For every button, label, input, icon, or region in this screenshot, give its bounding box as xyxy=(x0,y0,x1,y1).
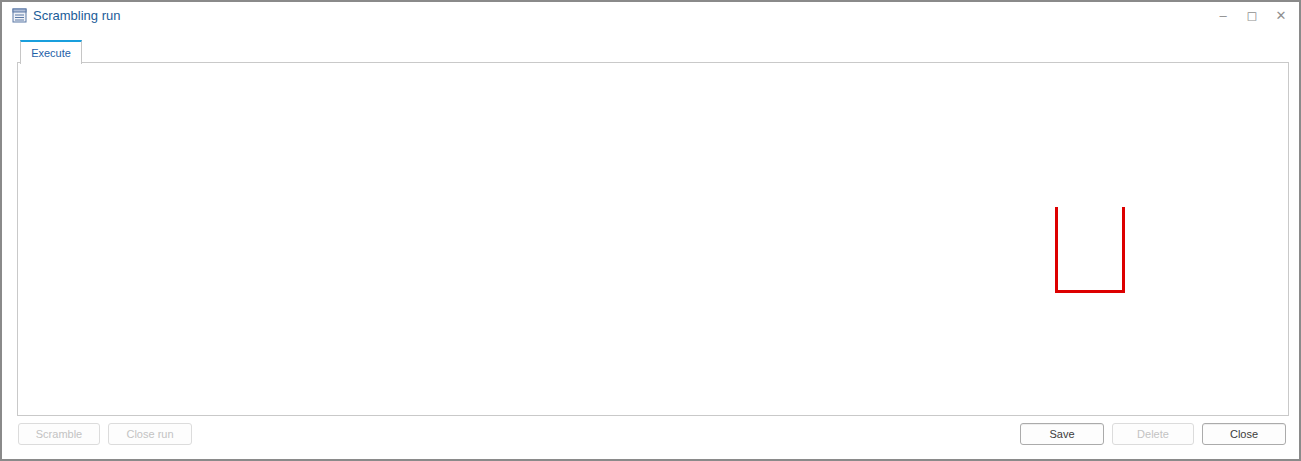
scrambling-run-window: Scrambling run – ◻ ✕ Execute Activities … xyxy=(0,0,1301,461)
close-button[interactable]: Close xyxy=(1202,423,1286,445)
save-button-label: Save xyxy=(1049,428,1074,440)
window-controls: – ◻ ✕ xyxy=(1215,7,1289,23)
tab-page-panel xyxy=(17,62,1289,416)
window-icon xyxy=(12,8,27,23)
save-button[interactable]: Save xyxy=(1020,423,1104,445)
close-run-button: Close run xyxy=(108,423,192,445)
close-icon[interactable]: ✕ xyxy=(1273,7,1289,23)
delete-button-label: Delete xyxy=(1137,428,1169,440)
maximize-icon[interactable]: ◻ xyxy=(1244,7,1260,23)
scramble-button-label: Scramble xyxy=(36,428,82,440)
minimize-icon[interactable]: – xyxy=(1215,7,1231,23)
scramble-button: Scramble xyxy=(18,423,100,445)
tab-execute-label: Execute xyxy=(31,47,71,59)
page-title: Scrambling run xyxy=(33,8,120,23)
delete-button: Delete xyxy=(1112,423,1194,445)
tab-execute[interactable]: Execute xyxy=(20,40,82,64)
close-run-button-label: Close run xyxy=(126,428,173,440)
close-button-label: Close xyxy=(1230,428,1258,440)
